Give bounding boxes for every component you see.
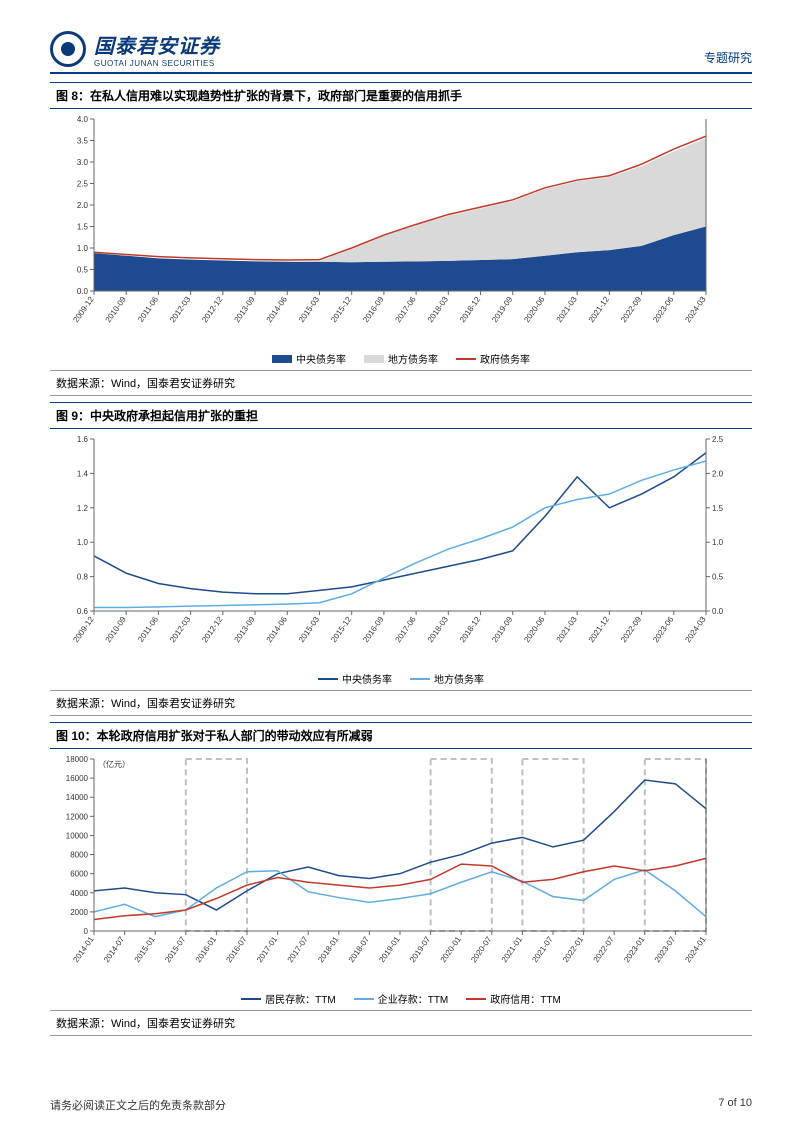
svg-text:0.0: 0.0 bbox=[77, 287, 89, 296]
svg-text:18000: 18000 bbox=[66, 755, 89, 764]
svg-text:3.0: 3.0 bbox=[77, 158, 89, 167]
svg-text:1.2: 1.2 bbox=[77, 504, 89, 513]
legend-swatch-icon bbox=[364, 355, 384, 363]
legend-swatch-icon bbox=[318, 678, 338, 680]
legend-label: 政府债务率 bbox=[480, 351, 530, 366]
fig10-title: 图 10：本轮政府信用扩张对于私人部门的带动效应有所减弱 bbox=[50, 722, 752, 749]
legend-label: 中央债务率 bbox=[342, 671, 392, 686]
page-header: 国泰君安证券 GUOTAI JUNAN SECURITIES 专题研究 bbox=[50, 30, 752, 74]
legend-label: 地方债务率 bbox=[388, 351, 438, 366]
svg-text:4000: 4000 bbox=[70, 889, 88, 898]
svg-text:4.0: 4.0 bbox=[77, 115, 89, 124]
fig8-legend-item: 地方债务率 bbox=[364, 351, 438, 366]
svg-text:2.5: 2.5 bbox=[77, 180, 89, 189]
fig9-source: 数据来源：Wind，国泰君安证券研究 bbox=[50, 690, 752, 716]
logo-text-en: GUOTAI JUNAN SECURITIES bbox=[94, 59, 220, 68]
page-number: 7 of 10 bbox=[718, 1097, 752, 1113]
legend-swatch-icon bbox=[466, 998, 486, 1000]
fig9-legend: 中央债务率 地方债务率 bbox=[50, 669, 752, 690]
svg-text:1.0: 1.0 bbox=[77, 244, 89, 253]
logo-mark-icon bbox=[50, 31, 86, 67]
svg-text:2.0: 2.0 bbox=[77, 201, 89, 210]
svg-text:0: 0 bbox=[84, 927, 89, 936]
svg-text:1.0: 1.0 bbox=[712, 538, 724, 547]
fig8-legend-item: 中央债务率 bbox=[272, 351, 346, 366]
svg-text:0.0: 0.0 bbox=[712, 607, 724, 616]
fig8-legend: 中央债务率 地方债务率 政府债务率 bbox=[50, 349, 752, 370]
svg-text:3.5: 3.5 bbox=[77, 137, 89, 146]
legend-label: 企业存款：TTM bbox=[378, 991, 449, 1006]
svg-text:1.5: 1.5 bbox=[712, 504, 724, 513]
fig8-plot: 0.00.51.01.52.02.53.03.54.02009-122010-0… bbox=[50, 109, 752, 349]
svg-text:0.5: 0.5 bbox=[77, 266, 89, 275]
fig9-block: 图 9：中央政府承担起信用扩张的重担 0.6 0.8 1.0 1.2 1.4 1.6 0.0 0… bbox=[50, 402, 752, 716]
svg-text:8000: 8000 bbox=[70, 851, 88, 860]
fig9-legend-item: 地方债务率 bbox=[410, 671, 484, 686]
fig10-plot: （亿元） 0 2000 4000 6000 8000 10000 12000 14000 1600… bbox=[50, 749, 752, 989]
legend-label: 居民存款：TTM bbox=[265, 991, 336, 1006]
legend-swatch-icon bbox=[272, 355, 292, 363]
fig9-legend-item: 中央债务率 bbox=[318, 671, 392, 686]
fig8-block: 图 8：在私人信用难以实现趋势性扩张的背景下，政府部门是重要的信用抓手 0.0 0.… bbox=[50, 82, 752, 396]
svg-text:16000: 16000 bbox=[66, 774, 89, 783]
fig10-legend-item: 政府信用：TTM bbox=[466, 991, 561, 1006]
legend-swatch-icon bbox=[410, 678, 430, 680]
fig9-title: 图 9：中央政府承担起信用扩张的重担 bbox=[50, 402, 752, 429]
fig8-source: 数据来源：Wind，国泰君安证券研究 bbox=[50, 370, 752, 396]
fig10-legend: 居民存款：TTM 企业存款：TTM 政府信用：TTM bbox=[50, 989, 752, 1010]
legend-swatch-icon bbox=[241, 998, 261, 1000]
svg-text:（亿元）: （亿元） bbox=[98, 759, 130, 769]
legend-label: 地方债务率 bbox=[434, 671, 484, 686]
svg-text:0.5: 0.5 bbox=[712, 573, 724, 582]
legend-swatch-icon bbox=[354, 998, 374, 1000]
svg-text:2.5: 2.5 bbox=[712, 435, 724, 444]
page-footer: 请务必阅读正文之后的免责条款部分 7 of 10 bbox=[50, 1097, 752, 1113]
fig8-title: 图 8：在私人信用难以实现趋势性扩张的背景下，政府部门是重要的信用抓手 bbox=[50, 82, 752, 109]
svg-text:1.6: 1.6 bbox=[77, 435, 89, 444]
fig10-legend-item: 企业存款：TTM bbox=[354, 991, 449, 1006]
legend-swatch-icon bbox=[456, 358, 476, 360]
fig9-plot: 0.60.81.01.21.41.60.00.51.01.52.02.52009… bbox=[50, 429, 752, 669]
svg-text:1.0: 1.0 bbox=[77, 538, 89, 547]
logo-text-cn: 国泰君安证券 bbox=[94, 30, 220, 59]
svg-text:0.6: 0.6 bbox=[77, 607, 89, 616]
svg-text:1.5: 1.5 bbox=[77, 223, 89, 232]
fig10-block: 图 10：本轮政府信用扩张对于私人部门的带动效应有所减弱 （亿元） 0 2000 400… bbox=[50, 722, 752, 1036]
fig10-source: 数据来源：Wind，国泰君安证券研究 bbox=[50, 1010, 752, 1036]
svg-text:2000: 2000 bbox=[70, 908, 88, 917]
svg-text:6000: 6000 bbox=[70, 870, 88, 879]
disclaimer-text: 请务必阅读正文之后的免责条款部分 bbox=[50, 1097, 226, 1113]
svg-text:14000: 14000 bbox=[66, 793, 89, 802]
svg-text:10000: 10000 bbox=[66, 831, 89, 840]
svg-text:12000: 12000 bbox=[66, 812, 89, 821]
svg-text:2.0: 2.0 bbox=[712, 469, 724, 478]
legend-label: 中央债务率 bbox=[296, 351, 346, 366]
doc-category: 专题研究 bbox=[704, 49, 752, 68]
legend-label: 政府信用：TTM bbox=[490, 991, 561, 1006]
fig10-legend-item: 居民存款：TTM bbox=[241, 991, 336, 1006]
brand-logo: 国泰君安证券 GUOTAI JUNAN SECURITIES bbox=[50, 30, 220, 68]
svg-text:1.4: 1.4 bbox=[77, 469, 89, 478]
svg-text:0.8: 0.8 bbox=[77, 573, 89, 582]
fig8-legend-item: 政府债务率 bbox=[456, 351, 530, 366]
